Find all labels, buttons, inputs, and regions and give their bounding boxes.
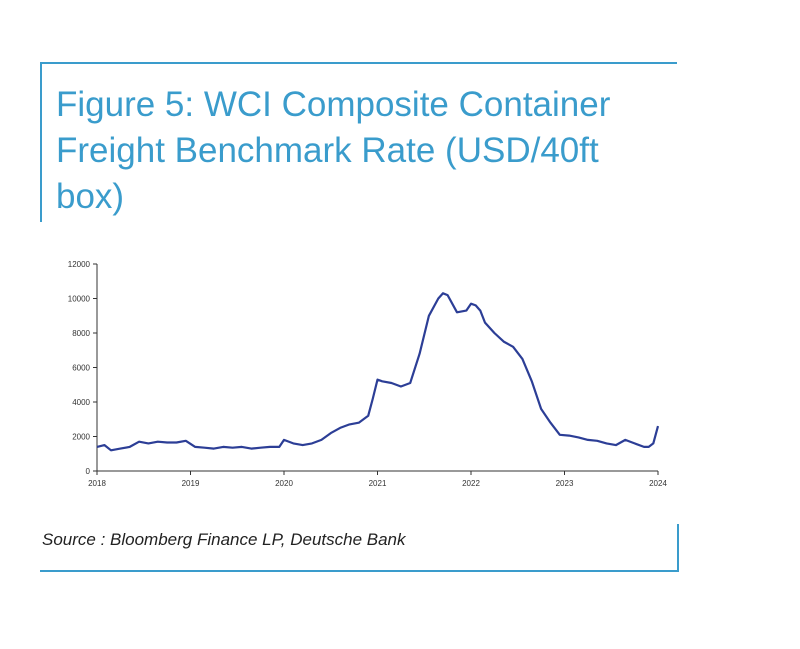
y-tick-label: 0 — [86, 467, 91, 476]
x-tick-label: 2022 — [462, 479, 480, 488]
right-border-rule — [677, 524, 679, 572]
x-tick-label: 2021 — [369, 479, 387, 488]
y-tick-label: 8000 — [72, 329, 90, 338]
y-tick-label: 4000 — [72, 398, 90, 407]
series-line — [96, 292, 660, 452]
left-border-rule — [40, 62, 42, 222]
bottom-border-rule — [40, 570, 679, 572]
chart-axes — [96, 264, 658, 472]
y-tick-label: 6000 — [72, 364, 90, 373]
y-tick-label: 12000 — [68, 260, 91, 269]
x-tick-label: 2018 — [88, 479, 106, 488]
x-tick-label: 2023 — [556, 479, 574, 488]
x-axis-ticks: 2018 2019 2020 2021 2022 2023 2024 — [88, 471, 667, 488]
y-tick-label: 2000 — [72, 433, 90, 442]
source-note: Source : Bloomberg Finance LP, Deutsche … — [42, 530, 406, 549]
y-axis-ticks: 0 2000 4000 6000 8000 10000 12000 — [68, 260, 97, 476]
x-tick-label: 2024 — [649, 479, 667, 488]
y-tick-label: 10000 — [68, 295, 91, 304]
top-border-rule — [40, 62, 677, 64]
x-tick-label: 2019 — [182, 479, 200, 488]
x-tick-label: 2020 — [275, 479, 293, 488]
series-group — [96, 292, 660, 452]
figure-title: Figure 5: WCI Composite Container Freigh… — [56, 85, 611, 216]
